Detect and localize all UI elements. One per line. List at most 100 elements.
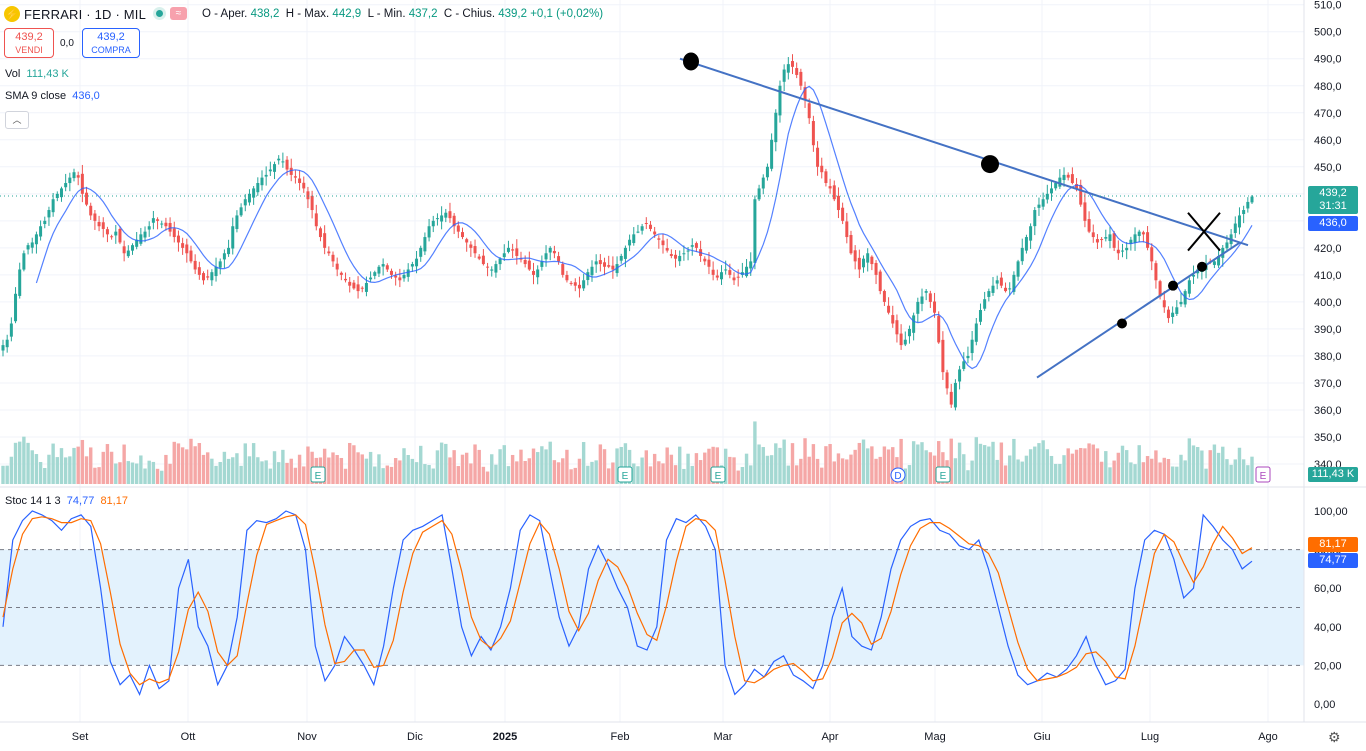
sma-9-line	[35, 85, 1253, 370]
volume-bar	[398, 460, 402, 484]
sma-legend[interactable]: SMA 9 close 436,0	[5, 90, 100, 102]
candle-body	[653, 231, 657, 235]
candle-body	[1146, 232, 1150, 248]
candle-body	[857, 257, 861, 270]
candle-body	[1100, 239, 1104, 241]
buy-button[interactable]: 439,2 COMPRA	[82, 28, 140, 58]
event-marker-label: E	[715, 471, 722, 482]
candle-body	[298, 178, 302, 184]
volume-bar	[694, 453, 699, 484]
stochastic-legend[interactable]: Stoc 14 1 3 74,77 81,17	[5, 495, 128, 507]
volume-bar	[68, 456, 72, 484]
volume-bar	[586, 465, 590, 484]
volume-bar	[235, 453, 239, 484]
spread-value: 0,0	[60, 38, 74, 49]
candle-body	[268, 169, 272, 172]
time-axis-tick: Giu	[1033, 731, 1050, 743]
price-axis-tick: 460,0	[1314, 135, 1342, 147]
volume-bar	[669, 454, 674, 484]
volume-bar	[799, 458, 803, 484]
event-marker-label: E	[1260, 471, 1267, 482]
candle-body	[632, 234, 636, 244]
stoch-k-line	[2, 510, 1253, 696]
candle-body	[757, 188, 761, 200]
candle-body	[619, 255, 623, 261]
volume-bar	[1003, 465, 1008, 484]
candle-body	[824, 171, 828, 184]
candle-body	[799, 71, 803, 86]
volume-bar	[452, 450, 456, 484]
candle-body	[452, 215, 456, 227]
candle-body	[765, 166, 769, 178]
volume-bar	[535, 452, 540, 484]
volume-bar	[352, 445, 356, 484]
candle-body	[373, 272, 377, 276]
candle-body	[707, 259, 711, 267]
volume-bar	[226, 458, 231, 484]
candle-body	[1150, 247, 1154, 262]
event-marker-badge	[710, 466, 726, 483]
candle-body	[72, 172, 76, 179]
candle-body	[1058, 177, 1062, 187]
volume-label: Vol	[5, 68, 21, 80]
event-marker: E	[617, 466, 633, 483]
volume-bar	[594, 460, 598, 484]
candle-body	[903, 339, 907, 345]
collapse-legend-chevron-up-icon[interactable]: ︿	[5, 111, 29, 129]
volume-bar	[878, 456, 882, 484]
volume-bar	[126, 461, 131, 484]
compare-icon[interactable]: ≈	[170, 7, 187, 20]
volume-bar	[431, 468, 435, 484]
candle-body	[1079, 184, 1083, 205]
volume-bar	[765, 455, 770, 484]
candle-body	[1137, 231, 1141, 236]
volume-legend[interactable]: Vol 111,43 K	[5, 68, 69, 80]
volume-bar	[1233, 459, 1237, 484]
close-label: C - Chius.	[443, 8, 496, 20]
sma-badge: 436,0	[1308, 216, 1358, 231]
volume-bar	[59, 448, 64, 484]
volume-bar	[573, 467, 577, 484]
volume-bar	[899, 438, 903, 484]
candle-body	[164, 222, 168, 227]
volume-bar	[690, 465, 694, 484]
volume-bar	[698, 460, 703, 484]
candle-body	[1217, 255, 1221, 266]
candle-body	[686, 250, 690, 252]
volume-bar	[966, 470, 970, 484]
ferrari-logo-icon: ⚡	[4, 6, 20, 22]
stoch-axis-tick: 40,00	[1314, 622, 1342, 634]
candle-body	[59, 188, 63, 198]
candle-body	[1158, 281, 1162, 297]
volume-bar	[874, 458, 878, 484]
volume-bar	[264, 460, 268, 484]
volume-bar	[590, 461, 594, 484]
candle-body	[1041, 199, 1045, 207]
candle-body	[682, 253, 686, 255]
volume-bar	[38, 461, 43, 484]
volume-bar	[285, 462, 289, 484]
candle-body	[1020, 247, 1024, 262]
volume-bar	[1079, 447, 1083, 484]
symbol-title[interactable]: FERRARI · 1D · MIL	[24, 7, 147, 22]
price-axis-tick: 450,0	[1314, 162, 1342, 174]
volume-bar	[109, 451, 114, 484]
candle-body	[962, 361, 966, 369]
volume-bar	[577, 458, 582, 484]
candle-body	[193, 260, 197, 270]
volume-bar	[122, 444, 126, 484]
candle-body	[552, 250, 556, 254]
volume-bar	[335, 455, 339, 484]
sell-button[interactable]: 439,2 VENDI	[4, 28, 54, 58]
candle-body	[540, 261, 544, 267]
candle-body	[89, 205, 93, 216]
settings-gear-icon[interactable]: ⚙	[1328, 729, 1341, 745]
candle-body	[694, 243, 698, 248]
volume-bar	[1124, 450, 1129, 484]
candle-body	[623, 247, 627, 259]
volume-bar	[865, 448, 870, 484]
candle-body	[197, 267, 201, 275]
candle-body	[1225, 242, 1229, 249]
candle-body	[941, 339, 945, 373]
